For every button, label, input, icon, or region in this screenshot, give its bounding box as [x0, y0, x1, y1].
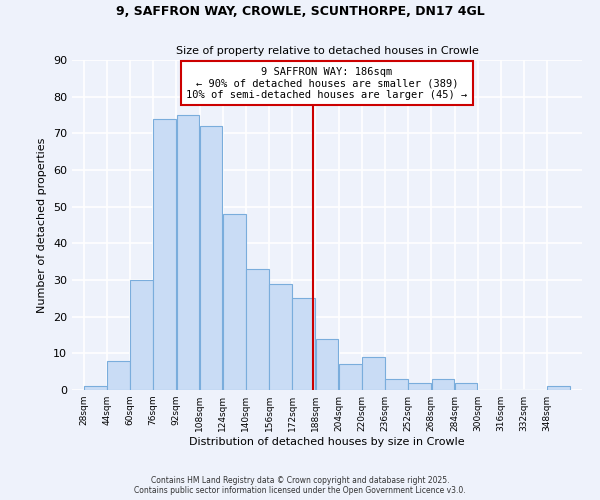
Bar — [269, 284, 292, 390]
Bar — [455, 382, 478, 390]
Bar — [409, 382, 431, 390]
Bar — [154, 118, 176, 390]
Bar — [200, 126, 223, 390]
Bar — [84, 386, 107, 390]
Text: Contains HM Land Registry data © Crown copyright and database right 2025.
Contai: Contains HM Land Registry data © Crown c… — [134, 476, 466, 495]
Bar — [362, 357, 385, 390]
Bar — [431, 379, 454, 390]
Bar — [385, 379, 408, 390]
Bar — [246, 269, 269, 390]
Text: 9, SAFFRON WAY, CROWLE, SCUNTHORPE, DN17 4GL: 9, SAFFRON WAY, CROWLE, SCUNTHORPE, DN17… — [116, 5, 484, 18]
Bar — [176, 115, 199, 390]
Bar — [339, 364, 362, 390]
Bar — [316, 338, 338, 390]
Bar — [292, 298, 315, 390]
Bar — [223, 214, 245, 390]
Title: Size of property relative to detached houses in Crowle: Size of property relative to detached ho… — [176, 46, 478, 56]
X-axis label: Distribution of detached houses by size in Crowle: Distribution of detached houses by size … — [189, 437, 465, 447]
Bar — [130, 280, 153, 390]
Bar — [107, 360, 130, 390]
Bar — [547, 386, 570, 390]
Y-axis label: Number of detached properties: Number of detached properties — [37, 138, 47, 312]
Text: 9 SAFFRON WAY: 186sqm
← 90% of detached houses are smaller (389)
10% of semi-det: 9 SAFFRON WAY: 186sqm ← 90% of detached … — [187, 66, 467, 100]
